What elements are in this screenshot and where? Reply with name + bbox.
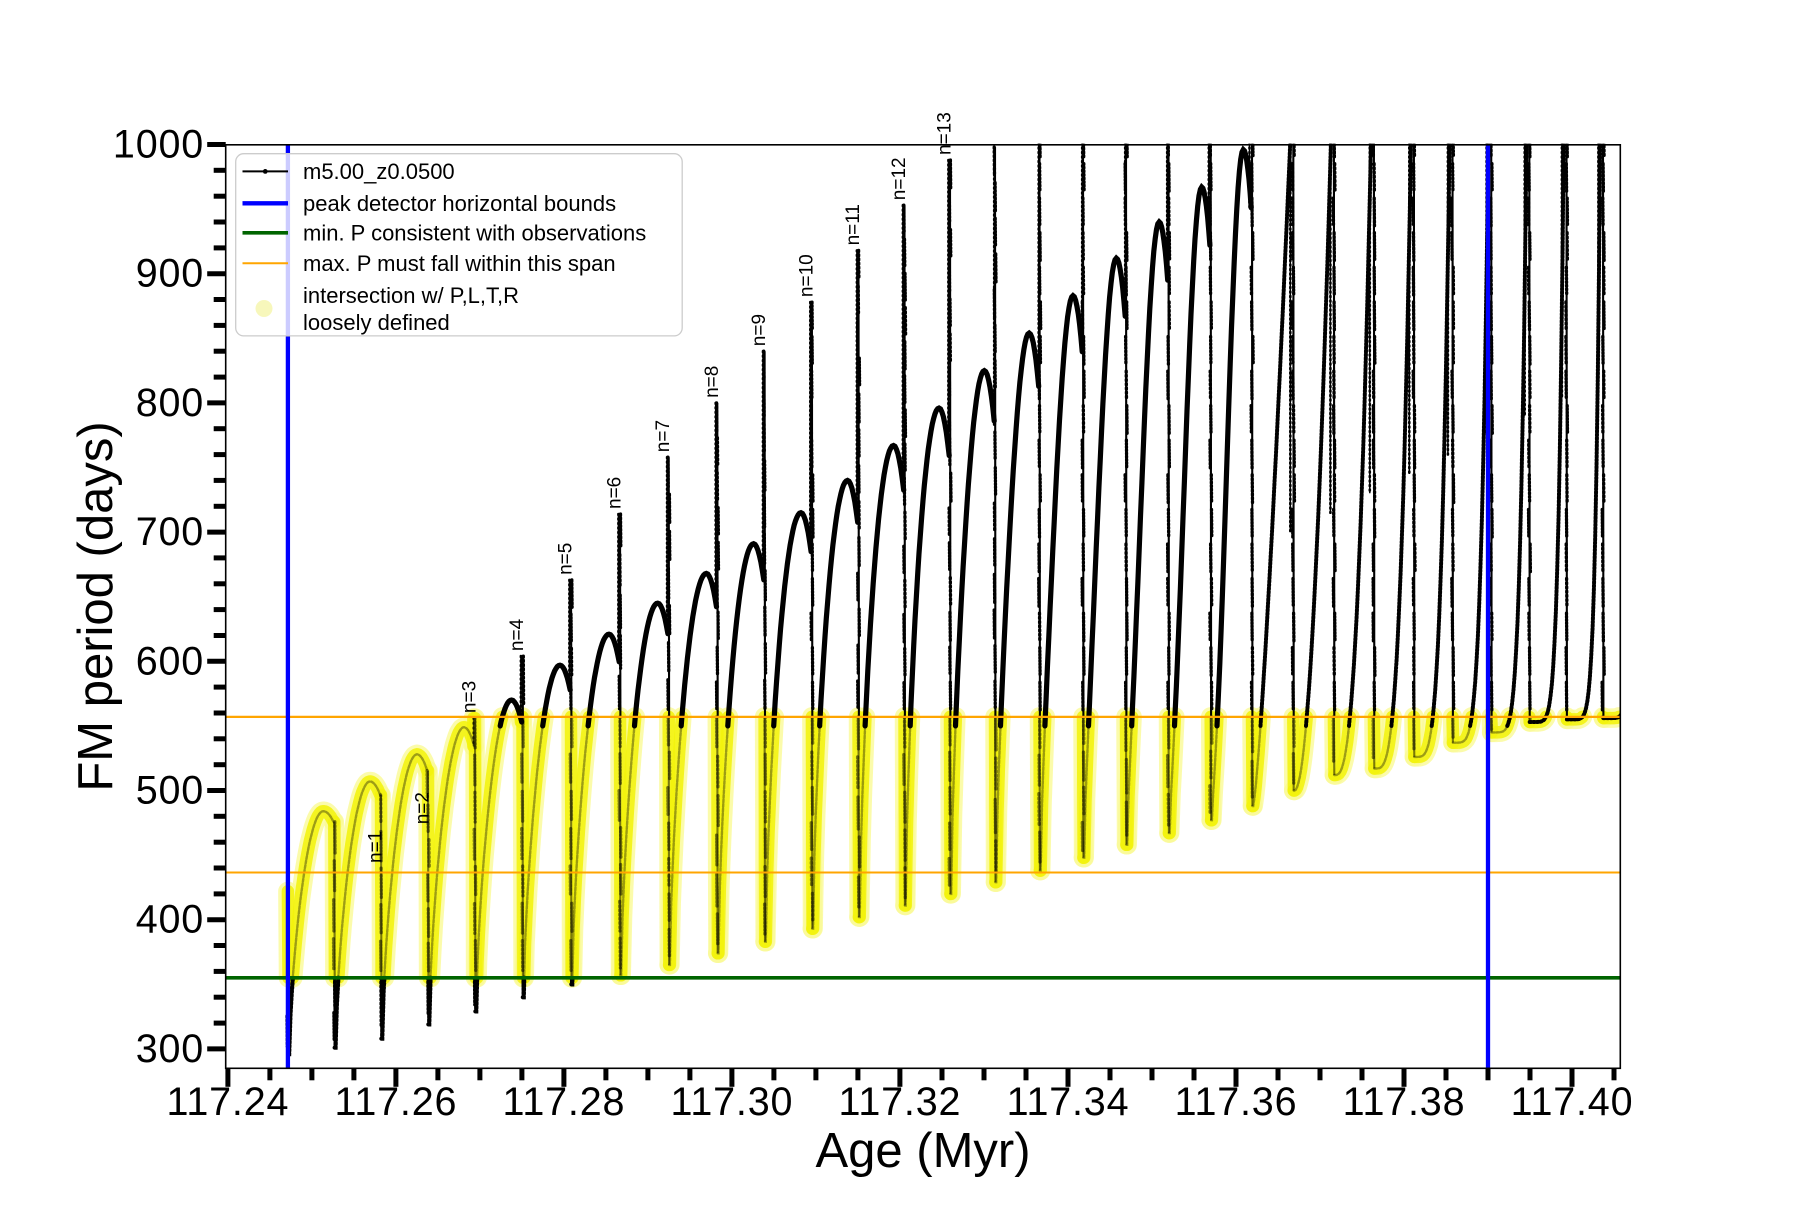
svg-text:117.26: 117.26	[335, 1080, 458, 1124]
svg-text:117.40: 117.40	[1511, 1080, 1634, 1124]
svg-text:117.38: 117.38	[1343, 1080, 1466, 1124]
svg-text:n=4: n=4	[507, 618, 528, 651]
svg-text:n=10: n=10	[796, 254, 817, 297]
svg-text:900: 900	[136, 252, 204, 296]
svg-text:700: 700	[136, 510, 204, 554]
svg-text:m5.00_z0.0500: m5.00_z0.0500	[303, 159, 455, 184]
svg-text:n=5: n=5	[556, 543, 577, 575]
svg-text:117.24: 117.24	[167, 1080, 290, 1124]
svg-text:n=6: n=6	[605, 477, 626, 509]
svg-text:n=12: n=12	[889, 157, 910, 200]
svg-text:n=9: n=9	[749, 314, 770, 346]
svg-text:n=13: n=13	[935, 112, 956, 155]
svg-text:400: 400	[136, 898, 204, 942]
svg-text:loosely defined: loosely defined	[303, 310, 450, 335]
svg-text:117.32: 117.32	[839, 1080, 962, 1124]
svg-text:117.34: 117.34	[1007, 1080, 1130, 1124]
svg-text:n=2: n=2	[413, 792, 434, 824]
svg-text:n=1: n=1	[366, 831, 387, 863]
svg-text:min. P consistent with observa: min. P consistent with observations	[303, 221, 646, 246]
svg-text:peak detector horizontal bound: peak detector horizontal bounds	[303, 191, 616, 216]
svg-text:117.36: 117.36	[1175, 1080, 1298, 1124]
svg-text:n=7: n=7	[653, 420, 674, 452]
svg-text:600: 600	[136, 639, 204, 683]
svg-text:n=3: n=3	[460, 681, 481, 713]
svg-text:800: 800	[136, 381, 204, 425]
svg-text:intersection w/ P,L,T,R: intersection w/ P,L,T,R	[303, 283, 519, 308]
svg-text:300: 300	[136, 1027, 204, 1071]
svg-text:500: 500	[136, 769, 204, 813]
svg-text:FM period (days): FM period (days)	[69, 421, 123, 791]
svg-text:1000: 1000	[113, 123, 204, 167]
svg-text:117.30: 117.30	[671, 1080, 794, 1124]
svg-text:n=8: n=8	[702, 366, 723, 398]
svg-text:n=11: n=11	[843, 204, 864, 245]
svg-text:max. P must fall within this s: max. P must fall within this span	[303, 251, 616, 276]
svg-text:117.28: 117.28	[503, 1080, 626, 1124]
svg-text:Age (Myr): Age (Myr)	[815, 1124, 1030, 1178]
